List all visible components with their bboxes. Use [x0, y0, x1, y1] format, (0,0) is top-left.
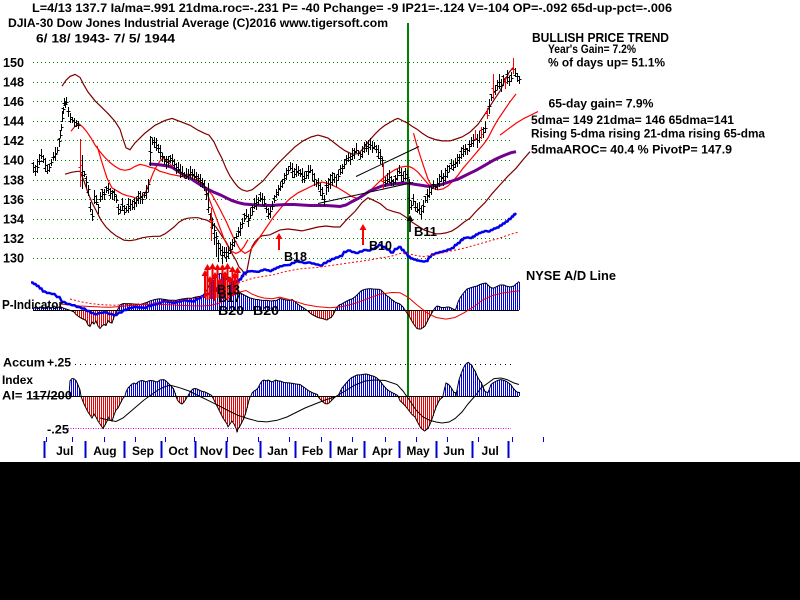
svg-text:L=4/13 137.7 Ia/ma=.991 21dm: L=4/13 137.7 Ia/ma=.991 21dma.roc=-.231 … [32, 1, 672, 15]
svg-text:142: 142 [3, 134, 24, 148]
svg-text:Nov: Nov [200, 444, 223, 458]
svg-text:B10: B10 [369, 238, 392, 253]
svg-text:Jul: Jul [482, 444, 499, 458]
svg-text:6/ 18/ 1943- 7/ 5/ 1944: 6/ 18/ 1943- 7/ 5/ 1944 [36, 32, 175, 46]
svg-text:5dmaAROC= 40.4 % PivotP= 147.: 5dmaAROC= 40.4 % PivotP= 147.9 [531, 143, 732, 157]
svg-text:May: May [406, 444, 430, 458]
svg-text:Accum: Accum [3, 356, 45, 370]
svg-text:65-day gain= 7.9%: 65-day gain= 7.9% [549, 97, 654, 111]
svg-text:Aug: Aug [93, 444, 116, 458]
svg-text:144: 144 [3, 115, 24, 129]
svg-text:NYSE A/D Line: NYSE A/D Line [526, 269, 616, 283]
svg-text:Jan: Jan [267, 444, 288, 458]
svg-text:AI= 117/200: AI= 117/200 [2, 389, 72, 403]
svg-text:Jun: Jun [443, 444, 464, 458]
svg-text:136: 136 [3, 193, 24, 207]
svg-text:Oct: Oct [168, 444, 188, 458]
svg-text:Jul: Jul [56, 444, 73, 458]
svg-text:140: 140 [3, 154, 24, 168]
svg-text:148: 148 [3, 75, 24, 89]
svg-text:Sep: Sep [132, 444, 154, 458]
svg-text:138: 138 [3, 173, 24, 187]
svg-text:Feb: Feb [302, 444, 323, 458]
svg-text:P-Indicator: P-Indicator [2, 298, 63, 312]
svg-text:B17: B17 [218, 290, 241, 305]
svg-text:Rising 5-dma rising 21-dma r: Rising 5-dma rising 21-dma rising 65-dma [531, 127, 765, 141]
svg-text:B18: B18 [284, 249, 307, 264]
svg-text:B20: B20 [253, 303, 279, 318]
svg-text:Apr: Apr [372, 444, 393, 458]
svg-text:-.25: -.25 [47, 423, 69, 437]
svg-text:B11: B11 [414, 224, 437, 239]
svg-text:DJIA-30 Dow Jones Industrial: DJIA-30 Dow Jones Industrial Average (C)… [8, 16, 388, 30]
svg-text:% of days up= 51.1%: % of days up= 51.1% [548, 56, 665, 70]
svg-text:Index: Index [2, 373, 33, 387]
svg-text:146: 146 [3, 95, 24, 109]
svg-text:Dec: Dec [232, 444, 254, 458]
svg-text:B13: B13 [217, 282, 240, 297]
svg-text:+.25: +.25 [47, 356, 71, 370]
svg-text:150: 150 [3, 56, 24, 70]
svg-text:5dma= 149 21dma= 146 65dma=141: 5dma= 149 21dma= 146 65dma=141 [531, 113, 734, 127]
svg-text:130: 130 [3, 252, 24, 266]
svg-text:132: 132 [3, 232, 24, 246]
svg-text:134: 134 [3, 212, 24, 226]
svg-text:Year's Gain= 7.2%: Year's Gain= 7.2% [548, 42, 636, 56]
svg-text:BULLISH PRICE TREND: BULLISH PRICE TREND [532, 31, 669, 45]
svg-text:B20: B20 [218, 303, 244, 318]
svg-text:Mar: Mar [337, 444, 359, 458]
